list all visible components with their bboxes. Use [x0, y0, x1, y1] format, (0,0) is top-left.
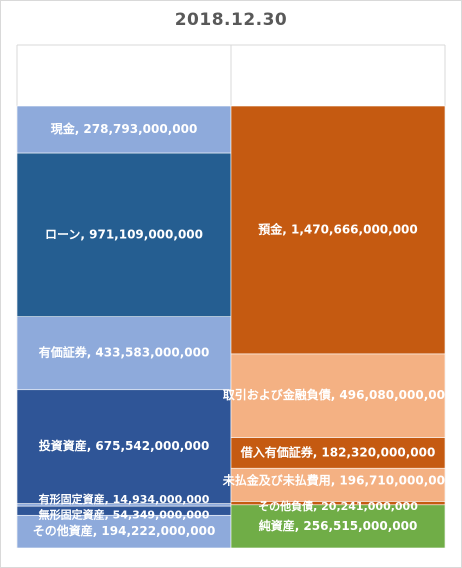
seg-label-投資資産: 投資資産, 675,542,000,000 [39, 438, 210, 453]
seg-label-現金: 現金, 278,793,000,000 [51, 121, 198, 136]
seg-label-有形固定資産: 有形固定資産, 14,934,000,000 [39, 492, 210, 506]
seg-ローン [16, 152, 232, 317]
seg-投資資産 [16, 389, 232, 504]
seg-借入有価証券 [230, 437, 446, 469]
seg-label-無形固定資産: 無形固定資産, 54,349,000,000 [39, 508, 210, 522]
seg-現金 [16, 105, 232, 154]
seg-label-その他負債: その他負債, 20,241,000,000 [258, 499, 418, 513]
seg-有価証券 [16, 316, 232, 391]
seg-label-その他資産: その他資産, 194,222,000,000 [33, 523, 216, 538]
seg-label-純資産: 純資産, 256,515,000,000 [259, 518, 418, 533]
seg-label-ローン: ローン, 971,109,000,000 [45, 227, 203, 241]
seg-label-預金: 預金, 1,470,666,000,000 [258, 221, 418, 236]
seg-label-借入有価証券: 借入有価証券, 182,320,000,000 [240, 444, 436, 459]
seg-預金 [230, 105, 446, 355]
chart-title: 2018.12.30 [174, 10, 288, 30]
seg-label-有価証券: 有価証券, 433,583,000,000 [39, 345, 210, 360]
seg-label-未払金及び未払費用: 未払金及び未払費用, 196,710,000,000 [222, 472, 454, 487]
seg-label-取引および金融負債: 取引および金融負債, 496,080,000,000 [223, 387, 454, 402]
seg-取引および金融負債 [230, 353, 446, 438]
